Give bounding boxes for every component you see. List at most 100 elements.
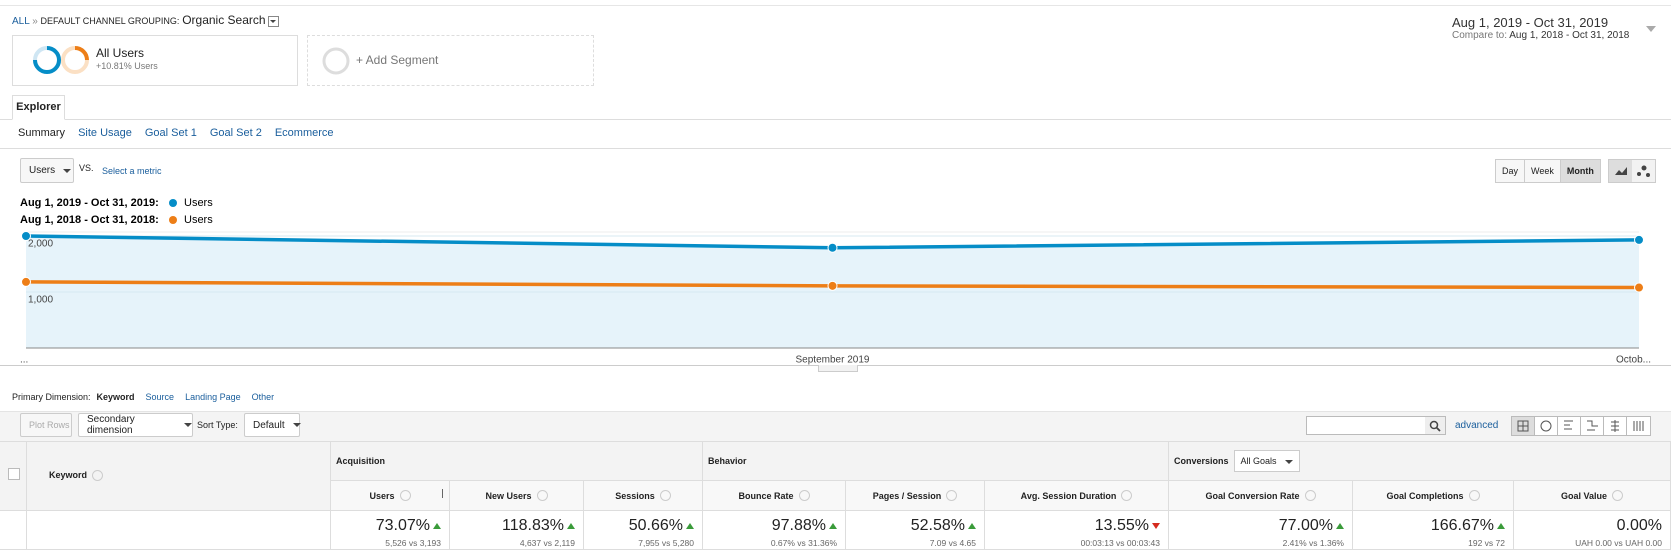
total-detail: 192 vs 72	[1468, 538, 1505, 548]
granularity: Day Week Month	[1495, 159, 1601, 183]
plot-rows[interactable]: Plot Rows	[20, 413, 72, 437]
column-name: Bounce Rate	[738, 490, 794, 501]
group-name: Behavior	[708, 456, 747, 466]
tab-rule	[0, 119, 1671, 120]
group-name: Conversions	[1174, 456, 1229, 466]
dimension-option[interactable]: Source	[145, 392, 175, 402]
y-tick-label: 1,000	[28, 295, 53, 306]
compare-label: Compare to:	[1452, 30, 1508, 41]
total-cell: 77.00% 2.41% vs 1.36%	[1169, 511, 1353, 550]
metric-selected: Users	[29, 165, 56, 176]
total-cell: 13.55% 00:03:13 vs 00:03:43	[985, 511, 1169, 550]
total-cell: 0.00% UAH 0.00 vs UAH 0.00	[1514, 511, 1671, 550]
view-icons[interactable]	[1511, 416, 1651, 436]
advanced-link[interactable]: advanced	[1455, 420, 1499, 431]
trend-arrow	[1336, 522, 1344, 529]
sort-dropdown[interactable]: Default	[244, 413, 301, 437]
y-tick-label: 2,000	[28, 239, 53, 250]
primary-dimension: Primary Dimension: Keyword Source Landing P…	[12, 392, 276, 402]
total-change: 166.67%	[1353, 517, 1505, 535]
data-point[interactable]	[1634, 282, 1644, 293]
change-value: 97.88%	[771, 517, 826, 534]
breadcrumb-link[interactable]: ALL	[12, 16, 30, 27]
segment-name: All Users	[96, 46, 145, 60]
sort-label: Sort Type:	[197, 420, 238, 430]
select-metric[interactable]: Select a metric	[102, 166, 162, 176]
checkbox[interactable]	[8, 468, 20, 480]
vs-label: VS.	[79, 163, 94, 173]
total-cell: 50.66% 7,955 vs 5,280	[584, 511, 703, 550]
top-border	[0, 5, 1671, 6]
metric-dropdown[interactable]: Users	[20, 158, 74, 183]
data-point[interactable]	[21, 276, 31, 287]
dimension-option[interactable]: Keyword	[96, 392, 135, 402]
subtab[interactable]: Ecommerce	[274, 127, 334, 139]
add-segment[interactable]: + Add Segment	[307, 35, 594, 86]
total-cell: 97.88% 0.67% vs 31.36%	[703, 511, 846, 550]
column-name: Goal Completions	[1386, 490, 1464, 501]
column-header: Pages / Session	[846, 481, 985, 511]
trend-arrow	[829, 522, 837, 529]
column-name: Users	[369, 490, 395, 501]
total-cell: 166.67% 192 vs 72	[1353, 511, 1514, 550]
add-segment-label: + Add Segment	[356, 53, 439, 67]
total-cell: 73.07% 5,526 vs 3,193	[331, 511, 450, 550]
x-tick-label: Octob...	[1616, 355, 1651, 366]
caret	[1284, 460, 1293, 464]
column-header: Bounce Rate	[703, 481, 846, 511]
total-detail: 7.09 vs 4.65	[929, 538, 976, 548]
subtab[interactable]: Goal Set 1	[144, 127, 197, 139]
group-name: Acquisition	[336, 456, 385, 466]
tab[interactable]: Explorer	[12, 95, 65, 120]
segment-box[interactable]: All Users +10.81% Users	[12, 35, 298, 86]
trend-arrow	[1152, 522, 1160, 529]
help-icon	[1468, 490, 1480, 501]
dimension-option[interactable]: Landing Page	[185, 392, 241, 402]
total-cell	[27, 511, 331, 550]
total-detail: 4,637 vs 2,119	[519, 538, 575, 548]
date-range[interactable]: Aug 1, 2019 - Oct 31, 2019 Compare to: A…	[1452, 16, 1629, 42]
data-point[interactable]	[21, 231, 31, 241]
chart-type-icons	[1609, 160, 1650, 182]
column-name: Sessions	[615, 490, 655, 501]
data-point[interactable]	[1634, 234, 1644, 245]
total-change: 97.88%	[703, 517, 837, 535]
goal-filter[interactable]: All Goals	[1233, 450, 1300, 472]
breadcrumb: ALL » DEFAULT CHANNEL GROUPING: Organic …	[12, 13, 280, 27]
dimension-name: Keyword	[49, 470, 88, 480]
change-value: 166.67%	[1430, 517, 1494, 534]
subtab[interactable]: Summary	[18, 127, 66, 139]
date-dropdown[interactable]	[1646, 26, 1656, 32]
search-box[interactable]	[1306, 416, 1446, 435]
chart-collapse[interactable]	[818, 365, 858, 372]
subtab[interactable]: Goal Set 2	[209, 127, 262, 139]
secondary-dimension[interactable]: Secondary dimension	[78, 413, 193, 437]
total-change: 13.55%	[985, 517, 1160, 535]
dropdown-icon[interactable]	[268, 15, 280, 27]
granularity-option[interactable]: Month	[1559, 159, 1601, 183]
subtab-rule	[0, 148, 1671, 149]
change-value: 118.83%	[502, 517, 564, 534]
chart-type-switch[interactable]	[1608, 159, 1656, 183]
chart-legend: Aug 1, 2019 - Oct 31, 2019: Users Aug 1, 2…	[20, 197, 213, 226]
total-change: 52.58%	[846, 517, 976, 535]
data-point[interactable]	[827, 280, 838, 291]
dimension-option[interactable]: Other	[251, 392, 275, 402]
change-value: 77.00%	[1278, 517, 1333, 534]
granularity-option[interactable]: Week	[1524, 159, 1561, 183]
legend-period: Aug 1, 2018 - Oct 31, 2018:	[20, 214, 159, 226]
trend-arrow	[567, 522, 575, 529]
separator: »	[32, 16, 38, 27]
column-name: Pages / Session	[872, 490, 942, 501]
goal-filter-label: All Goals	[1240, 456, 1277, 466]
help-icon	[659, 490, 671, 501]
granularity-option[interactable]: Day	[1495, 159, 1526, 183]
help-icon	[1304, 490, 1316, 501]
subtab[interactable]: Site Usage	[78, 127, 132, 139]
breadcrumb-label: DEFAULT CHANNEL GROUPING:	[40, 16, 180, 26]
column-header: New Users	[450, 481, 584, 511]
data-table: Keyword Acquisition Behavior Conversions All…	[0, 441, 1671, 560]
data-point[interactable]	[827, 242, 838, 253]
column-name: Avg. Session Duration	[1020, 490, 1117, 501]
